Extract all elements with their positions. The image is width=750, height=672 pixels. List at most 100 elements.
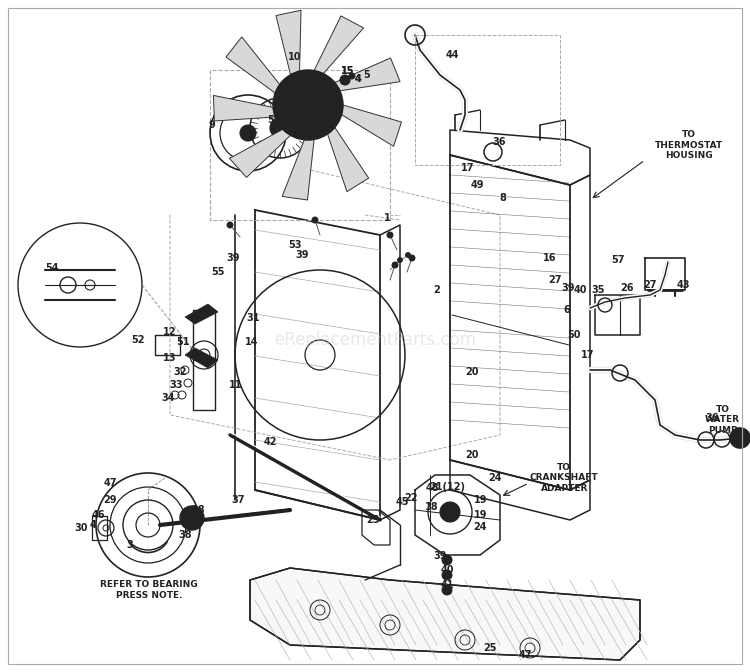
Text: 39: 39 xyxy=(226,253,240,263)
Text: 19: 19 xyxy=(474,495,488,505)
Text: 40: 40 xyxy=(440,565,454,575)
Text: 15: 15 xyxy=(341,66,355,76)
Circle shape xyxy=(227,222,233,228)
Circle shape xyxy=(273,70,343,140)
Text: 57: 57 xyxy=(611,255,625,265)
Polygon shape xyxy=(226,37,280,93)
Text: 47: 47 xyxy=(518,650,532,660)
Polygon shape xyxy=(282,140,314,200)
Text: 35: 35 xyxy=(591,285,604,295)
Text: 13: 13 xyxy=(164,353,177,363)
Text: 30: 30 xyxy=(74,523,88,533)
Circle shape xyxy=(442,570,452,580)
Text: 33: 33 xyxy=(170,380,183,390)
Text: 39: 39 xyxy=(561,283,574,293)
Text: 29: 29 xyxy=(104,495,117,505)
Text: 5: 5 xyxy=(364,70,370,80)
Text: 11: 11 xyxy=(230,380,243,390)
Text: 31: 31 xyxy=(246,313,259,323)
Polygon shape xyxy=(185,304,218,324)
Text: 47: 47 xyxy=(104,478,117,488)
Text: 36: 36 xyxy=(705,413,718,423)
Circle shape xyxy=(303,100,313,110)
Circle shape xyxy=(312,217,318,223)
Text: REFER TO BEARING
PRESS NOTE.: REFER TO BEARING PRESS NOTE. xyxy=(100,581,198,599)
Text: 42: 42 xyxy=(263,437,277,447)
Circle shape xyxy=(296,93,320,117)
Circle shape xyxy=(730,428,750,448)
Text: 27: 27 xyxy=(644,280,657,290)
Text: 1: 1 xyxy=(383,213,390,223)
Text: 15: 15 xyxy=(341,66,355,76)
Circle shape xyxy=(409,255,415,261)
Text: 53: 53 xyxy=(288,240,302,250)
Text: 16: 16 xyxy=(543,253,556,263)
Text: 24: 24 xyxy=(473,522,487,532)
Text: 6: 6 xyxy=(564,305,570,315)
Text: 28: 28 xyxy=(191,505,205,515)
Text: 12: 12 xyxy=(164,327,177,337)
Polygon shape xyxy=(342,105,401,146)
Circle shape xyxy=(442,585,452,595)
Text: 43: 43 xyxy=(676,280,690,290)
Text: 52: 52 xyxy=(131,335,145,345)
Text: 14: 14 xyxy=(245,337,259,347)
Text: 27: 27 xyxy=(548,275,562,285)
Polygon shape xyxy=(314,16,364,73)
Text: 4: 4 xyxy=(355,74,362,84)
Text: 2: 2 xyxy=(433,285,440,295)
Polygon shape xyxy=(230,129,290,177)
Text: 9: 9 xyxy=(209,120,215,130)
Text: 39: 39 xyxy=(296,250,309,260)
Polygon shape xyxy=(276,10,301,75)
Polygon shape xyxy=(328,128,369,192)
Circle shape xyxy=(398,257,403,263)
Circle shape xyxy=(392,262,398,268)
Text: 4: 4 xyxy=(355,74,362,84)
Text: 50: 50 xyxy=(567,330,580,340)
Polygon shape xyxy=(185,348,218,368)
Text: 20: 20 xyxy=(465,367,478,377)
Circle shape xyxy=(440,502,460,522)
Text: 32: 32 xyxy=(173,367,187,377)
Circle shape xyxy=(270,118,290,138)
Polygon shape xyxy=(250,568,640,660)
Text: 17: 17 xyxy=(461,163,475,173)
Text: 37: 37 xyxy=(231,495,244,505)
Text: 34: 34 xyxy=(161,393,175,403)
Text: 48: 48 xyxy=(425,483,439,493)
Circle shape xyxy=(340,75,350,85)
Circle shape xyxy=(180,506,204,530)
Text: 44: 44 xyxy=(446,50,459,60)
Text: 18: 18 xyxy=(425,502,439,512)
Text: 41: 41 xyxy=(440,580,454,590)
Text: 55: 55 xyxy=(211,267,225,277)
Text: 10: 10 xyxy=(288,52,302,62)
Text: 54: 54 xyxy=(45,263,58,273)
Text: 8: 8 xyxy=(500,193,506,203)
Text: 40: 40 xyxy=(573,285,586,295)
Polygon shape xyxy=(334,58,400,91)
Circle shape xyxy=(349,73,355,79)
Text: TO
CRANKSHAFT
ADAPTER: TO CRANKSHAFT ADAPTER xyxy=(530,463,598,493)
Circle shape xyxy=(442,555,452,565)
Text: eReplacementParts.com: eReplacementParts.com xyxy=(274,331,476,349)
Text: TO
THERMOSTAT
HOUSING: TO THERMOSTAT HOUSING xyxy=(655,130,723,160)
Circle shape xyxy=(240,125,256,141)
Text: TO
WATER
PUMP: TO WATER PUMP xyxy=(705,405,740,435)
Text: 25: 25 xyxy=(483,643,496,653)
Text: 36: 36 xyxy=(492,137,506,147)
Text: 20: 20 xyxy=(465,450,478,460)
Text: 4: 4 xyxy=(90,520,96,530)
Text: 3: 3 xyxy=(127,540,134,550)
Text: 39: 39 xyxy=(433,551,447,561)
Text: 46: 46 xyxy=(92,510,105,520)
Text: 23: 23 xyxy=(366,515,380,525)
Text: 38: 38 xyxy=(178,530,192,540)
Text: 51: 51 xyxy=(176,337,190,347)
Circle shape xyxy=(406,253,410,257)
Text: 19: 19 xyxy=(474,510,488,520)
Circle shape xyxy=(387,232,393,238)
Text: 56: 56 xyxy=(267,115,280,125)
Polygon shape xyxy=(214,95,275,121)
